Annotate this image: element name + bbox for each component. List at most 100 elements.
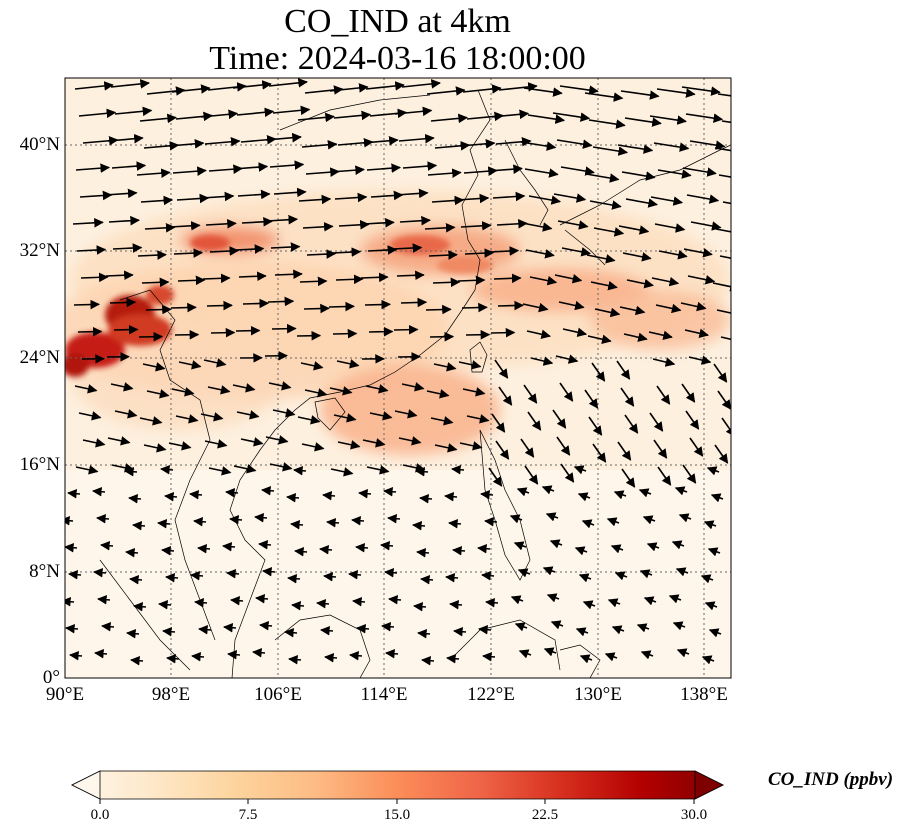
wind-arrow [638,488,652,498]
wind-arrow [242,298,270,309]
wind-arrow [643,596,657,606]
wind-arrow [168,441,192,451]
wind-arrow [495,440,510,460]
wind-arrow [334,192,368,203]
wind-arrow [362,135,399,146]
lat-tick-label: 0° [42,667,60,688]
wind-arrow [225,487,239,498]
wind-arrow [592,146,629,156]
wind-arrow [324,652,338,663]
colorbar-tick-label: 22.5 [531,807,559,823]
wind-arrow [177,275,206,286]
wind-arrow [266,214,299,225]
wind-arrow [640,650,654,660]
wind-arrow [574,546,588,556]
wind-arrow [322,490,336,501]
wind-arrow [352,596,366,607]
wind-arrow [481,570,495,581]
wind-arrow [110,382,134,392]
wind-arrow [171,84,211,94]
wind-arrow [366,465,390,475]
wind-arrow [588,416,603,436]
wind-arrow [337,440,361,450]
wind-arrow [252,647,266,658]
wind-arrow [523,87,563,97]
wind-arrow [395,188,429,199]
wind-arrow [210,327,236,338]
plot-title-line-2: Time: 2024-03-16 18:00:00 [209,40,586,77]
wind-arrow [434,443,458,453]
wind-arrow [417,628,431,639]
wind-arrow [446,653,460,664]
wind-arrow [394,409,418,419]
wind-arrow [490,327,516,338]
wind-arrow [556,139,593,149]
wind-arrow [618,225,650,235]
wind-arrow [162,626,176,637]
wind-arrow [65,515,74,526]
wind-arrow [676,648,690,658]
wind-arrow [700,574,714,584]
wind-arrow [109,297,137,308]
wind-arrow [518,649,532,659]
wind-arrow [482,651,496,662]
wind-arrow [416,547,430,558]
wind-arrow [675,567,689,577]
wind-arrow [169,221,201,231]
wind-arrow [485,597,499,608]
wind-arrow [262,566,276,577]
wind-arrow [146,389,170,399]
wind-arrow [158,599,172,610]
wind-arrow [107,133,144,144]
wind-arrow [100,540,114,551]
wind-arrow [144,223,176,233]
wind-arrow [306,249,337,259]
wind-arrow [578,573,592,583]
wind-arrow [384,567,398,578]
wind-arrow [168,139,205,149]
wind-arrow [77,326,103,337]
wind-arrow [96,513,110,524]
wind-arrow [65,542,78,553]
wind-arrow [639,569,653,579]
wind-arrow [394,106,433,117]
wind-arrow [592,443,607,463]
wind-arrow [706,466,720,476]
wind-arrow [593,227,625,237]
wind-arrow [525,249,555,259]
wind-arrow [286,492,300,503]
wind-arrow [494,359,509,379]
wind-arrow [527,411,542,431]
wind-arrow [351,515,365,526]
wind-arrow [657,169,692,179]
wind-arrow [527,114,566,124]
wind-arrow [509,514,523,524]
wind-arrow [172,166,207,176]
wind-arrow [688,355,712,365]
wind-arrow [430,113,468,124]
wind-arrow [241,216,273,227]
wind-arrow [589,200,622,210]
wind-arrow [207,385,231,395]
wind-arrow [269,160,305,170]
wind-arrow [333,110,372,121]
wind-arrow [75,163,111,173]
wind-arrow [484,516,498,527]
lon-tick-label: 138°E [680,684,728,705]
wind-arrow [655,303,682,314]
wind-arrow [649,412,664,432]
wind-arrow [459,139,496,149]
wind-arrow [294,546,308,557]
wind-arrow [125,547,139,558]
wind-arrow [650,196,684,206]
lon-tick-label: 106°E [254,684,302,705]
wind-arrow [668,594,682,604]
wind-arrow [385,648,399,659]
wind-arrow [708,628,722,638]
wind-arrow [671,540,685,550]
wind-arrow [202,273,231,284]
wind-arrow [685,113,724,123]
lon-tick-label: 90°E [45,684,85,705]
wind-arrow [236,410,260,420]
wind-arrow [606,517,620,527]
